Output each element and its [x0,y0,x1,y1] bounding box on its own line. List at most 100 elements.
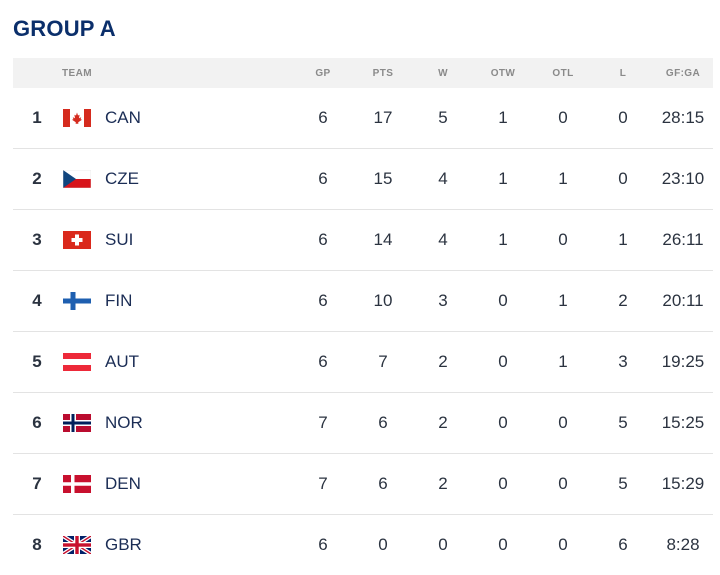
goals-for-against-value: 19:25 [661,352,705,371]
goals-for-against-value: 15:25 [661,413,705,432]
rank-value: 4 [32,291,42,310]
games-played-value: 6 [318,352,328,371]
wins-value: 3 [438,291,448,310]
overtime-wins-value: 0 [498,413,508,432]
rank-value: 6 [32,413,42,432]
czech-flag-icon [62,149,92,209]
points-value: 10 [373,291,393,310]
games-played-value: 6 [318,108,328,127]
overtime-wins-value: 1 [498,230,508,249]
team-name[interactable]: CAN [105,108,141,127]
table-row[interactable]: 2 CZE 6 15 4 1 1 0 23:10 [13,149,713,210]
header-pts[interactable]: PTS [372,67,394,79]
wins-value: 2 [438,474,448,493]
swiss-flag-icon [62,210,92,270]
team-name[interactable]: CZE [105,169,139,188]
overtime-losses-value: 0 [558,413,568,432]
overtime-losses-value: 1 [558,352,568,371]
rank-value: 5 [32,352,42,371]
goals-for-against-value: 8:28 [666,535,700,554]
austria-flag-icon [62,332,92,392]
points-value: 7 [378,352,388,371]
losses-value: 0 [618,108,628,127]
points-value: 6 [378,474,388,493]
overtime-losses-value: 0 [558,230,568,249]
overtime-wins-value: 0 [498,474,508,493]
rank-value: 2 [32,169,42,188]
wins-value: 2 [438,352,448,371]
rank-value: 7 [32,474,42,493]
games-played-value: 7 [318,413,328,432]
losses-value: 6 [618,535,628,554]
team-name[interactable]: SUI [105,230,134,249]
table-row[interactable]: 3 SUI 6 14 4 1 0 1 26:11 [13,210,713,271]
losses-value: 5 [618,413,628,432]
table-body: 1 CAN 6 17 5 1 0 0 28:15 2 CZE 6 15 4 1 1 0 23:10 3 SUI 6 14 4… [13,88,713,575]
losses-value: 1 [618,230,628,249]
header-otw[interactable]: OTW [490,67,516,79]
team-name[interactable]: NOR [105,413,143,432]
games-played-value: 6 [318,169,328,188]
header-w[interactable]: W [438,67,448,79]
canada-flag-icon [62,88,92,148]
great-britain-flag-icon [62,515,92,575]
points-value: 17 [373,108,393,127]
goals-for-against-value: 20:11 [662,291,704,310]
team-name[interactable]: DEN [105,474,141,493]
goals-for-against-value: 15:29 [661,474,705,493]
standings-table: TEAM GP PTS W OTW OTL L GF:GA 1 CAN 6 17 5 1 0… [13,58,713,575]
overtime-losses-value: 0 [558,474,568,493]
header-gp[interactable]: GP [315,67,331,79]
overtime-losses-value: 0 [558,535,568,554]
overtime-wins-value: 1 [498,169,508,188]
goals-for-against-value: 23:10 [661,169,705,188]
table-row[interactable]: 6 NOR 7 6 2 0 0 5 15:25 [13,393,713,454]
table-row[interactable]: 1 CAN 6 17 5 1 0 0 28:15 [13,88,713,149]
table-header: TEAM GP PTS W OTW OTL L GF:GA [13,58,713,88]
rank-value: 3 [32,230,42,249]
header-team[interactable]: TEAM [62,67,92,79]
losses-value: 3 [618,352,628,371]
table-row[interactable]: 8 GBR 6 0 0 0 0 6 8:28 [13,515,713,575]
wins-value: 2 [438,413,448,432]
wins-value: 5 [438,108,448,127]
rank-value: 1 [32,108,42,127]
overtime-wins-value: 1 [498,108,508,127]
wins-value: 4 [438,169,448,188]
points-value: 6 [378,413,388,432]
denmark-flag-icon [62,454,92,514]
games-played-value: 6 [318,291,328,310]
header-l[interactable]: L [619,67,627,79]
overtime-wins-value: 0 [498,352,508,371]
points-value: 15 [373,169,393,188]
table-row[interactable]: 7 DEN 7 6 2 0 0 5 15:29 [13,454,713,515]
group-title: GROUP A [13,16,116,41]
team-name[interactable]: AUT [105,352,139,371]
losses-value: 0 [618,169,628,188]
norway-flag-icon [62,393,92,453]
goals-for-against-value: 28:15 [661,108,705,127]
goals-for-against-value: 26:11 [662,230,704,249]
team-name[interactable]: FIN [105,291,133,310]
games-played-value: 7 [318,474,328,493]
table-row[interactable]: 5 AUT 6 7 2 0 1 3 19:25 [13,332,713,393]
losses-value: 5 [618,474,628,493]
overtime-wins-value: 0 [498,535,508,554]
header-otl[interactable]: OTL [552,67,574,79]
header-gfga[interactable]: GF:GA [665,67,701,79]
overtime-wins-value: 0 [498,291,508,310]
losses-value: 2 [618,291,628,310]
team-name[interactable]: GBR [105,535,142,554]
wins-value: 0 [438,535,448,554]
overtime-losses-value: 0 [558,108,568,127]
points-value: 14 [373,230,393,249]
games-played-value: 6 [318,230,328,249]
finland-flag-icon [62,271,92,331]
overtime-losses-value: 1 [558,169,568,188]
points-value: 0 [378,535,388,554]
games-played-value: 6 [318,535,328,554]
rank-value: 8 [32,535,42,554]
table-row[interactable]: 4 FIN 6 10 3 0 1 2 20:11 [13,271,713,332]
wins-value: 4 [438,230,448,249]
overtime-losses-value: 1 [558,291,568,310]
